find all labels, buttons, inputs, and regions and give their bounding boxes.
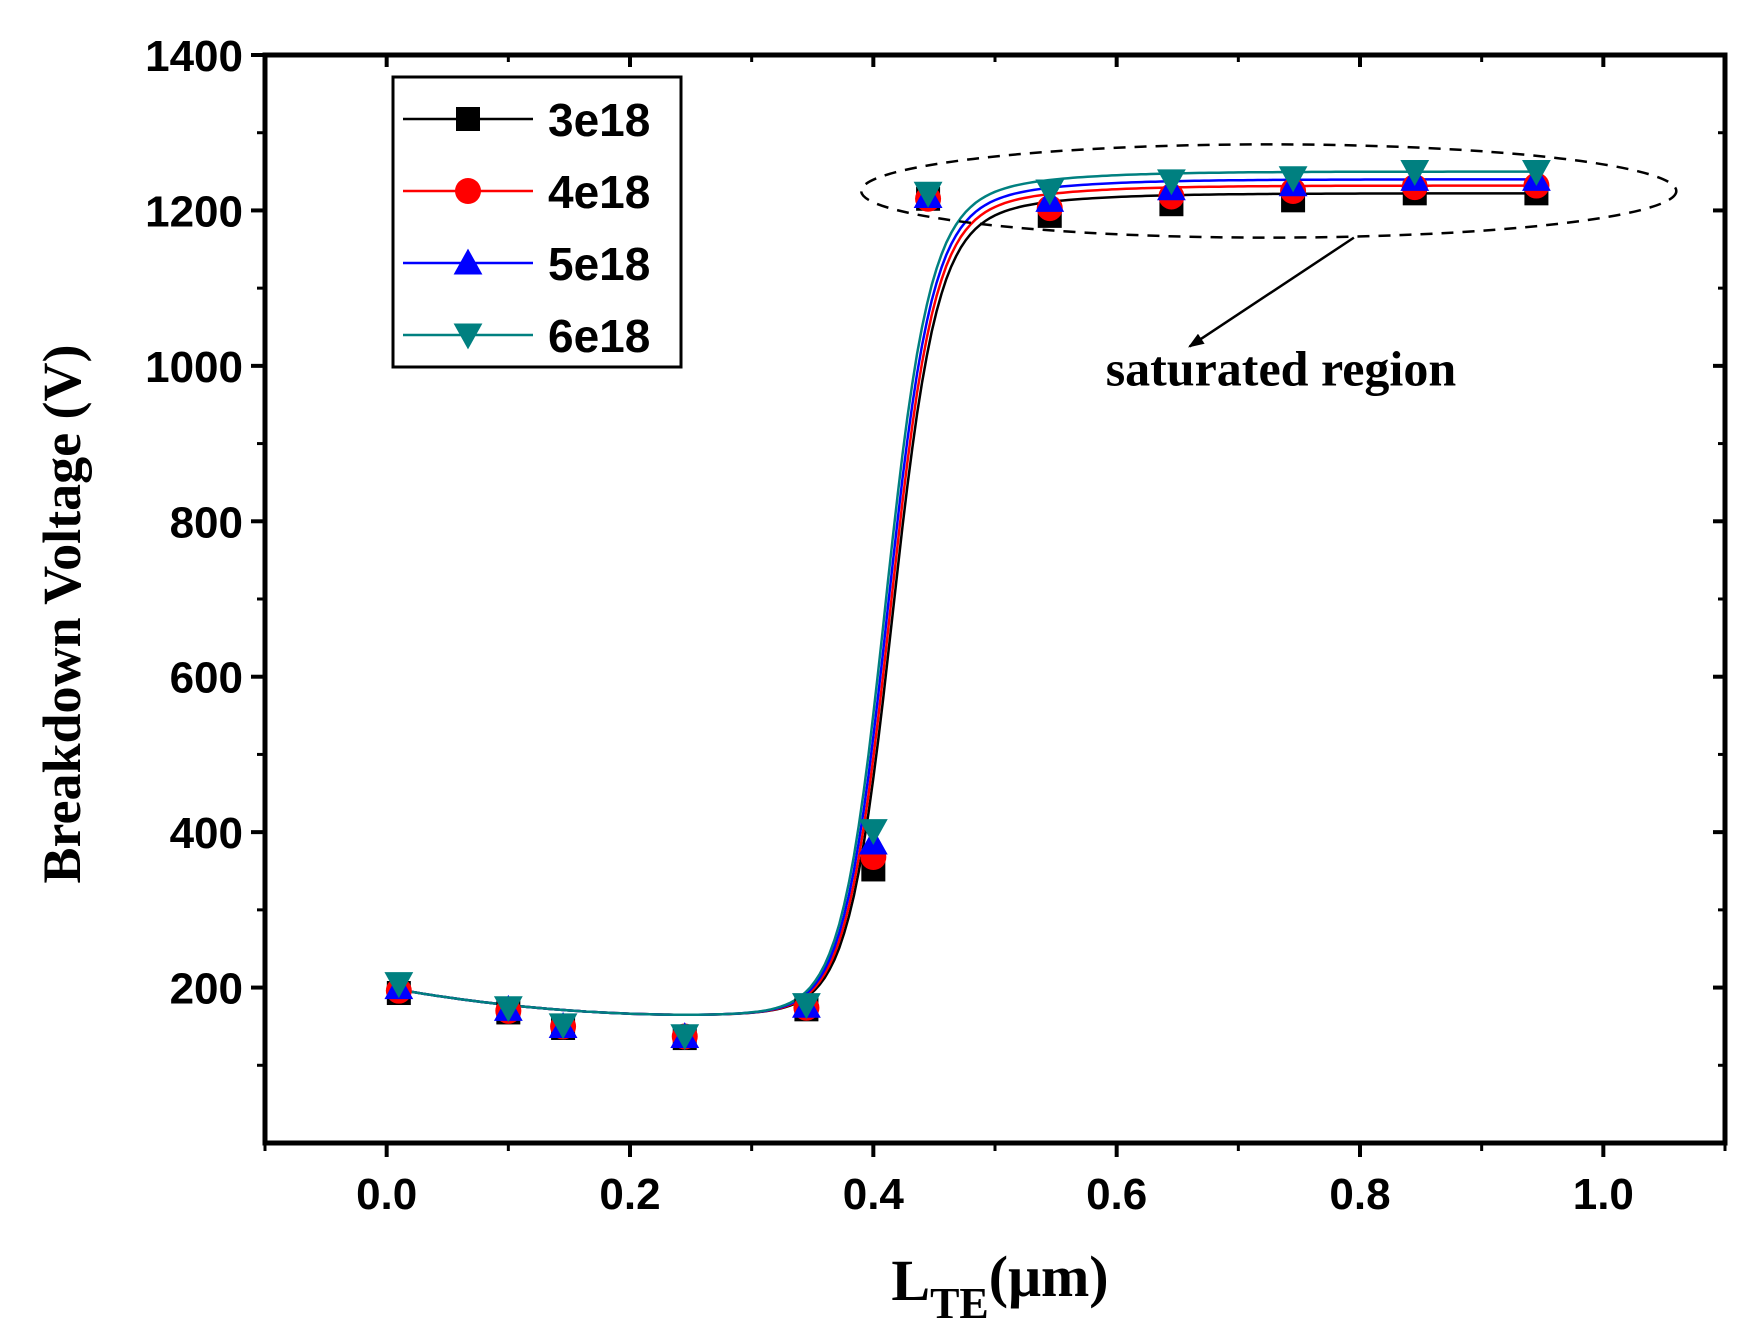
y-tick-label: 200 bbox=[170, 965, 243, 1014]
x-tick-label: 0.6 bbox=[1086, 1170, 1147, 1219]
annotation-arrow bbox=[1187, 236, 1355, 348]
data-point-6e18 bbox=[493, 996, 523, 1023]
legend-label-6e18: 6e18 bbox=[548, 310, 650, 362]
y-tick-label: 400 bbox=[170, 809, 243, 858]
data-point-6e18 bbox=[1522, 160, 1551, 186]
data-point-6e18 bbox=[1278, 166, 1308, 193]
y-tick-label: 800 bbox=[170, 498, 243, 547]
x-tick-label: 0.4 bbox=[843, 1170, 905, 1219]
data-point-6e18 bbox=[1035, 179, 1065, 206]
legend-marker-4e18 bbox=[455, 178, 481, 204]
annotation-text: saturated region bbox=[1106, 340, 1457, 396]
legend-marker-5e18 bbox=[453, 248, 483, 275]
marker-layer bbox=[384, 160, 1551, 1051]
data-point-6e18 bbox=[384, 972, 414, 999]
data-point-6e18 bbox=[858, 819, 888, 845]
legend-label-4e18: 4e18 bbox=[548, 166, 650, 218]
data-point-6e18 bbox=[548, 1013, 578, 1040]
series-layer bbox=[386, 170, 1536, 1016]
data-point-6e18 bbox=[1400, 160, 1430, 186]
legend-marker-6e18 bbox=[453, 323, 483, 350]
legend-label-3e18: 3e18 bbox=[548, 94, 650, 146]
x-tick-label: 0.0 bbox=[356, 1170, 417, 1219]
data-point-6e18 bbox=[670, 1024, 700, 1051]
axes-layer: 200 400 600 800 1000 1200 1400 0.0 0.2 0.4 0.6 0.8 1… bbox=[32, 32, 1728, 1328]
x-tick-label: 0.8 bbox=[1329, 1170, 1390, 1219]
x-axis-title: LTE(μm) bbox=[891, 1244, 1108, 1328]
series-line-6e18 bbox=[386, 170, 1536, 1016]
y-tick-label: 1000 bbox=[145, 343, 243, 392]
legend: 3e18 4e18 5e18 6e18 bbox=[391, 75, 683, 369]
data-point-6e18 bbox=[913, 181, 943, 208]
legend-marker-3e18 bbox=[456, 107, 480, 131]
data-point-6e18 bbox=[1157, 169, 1186, 196]
data-point-6e18 bbox=[792, 993, 821, 1020]
y-tick-label: 1200 bbox=[145, 187, 243, 236]
x-tick-label: 0.2 bbox=[599, 1170, 660, 1219]
y-tick-label: 1400 bbox=[145, 32, 243, 81]
saturated-region-ellipse bbox=[859, 143, 1678, 239]
legend-label-5e18: 5e18 bbox=[548, 238, 650, 290]
y-tick-label: 600 bbox=[170, 654, 243, 703]
x-tick-label: 1.0 bbox=[1573, 1170, 1634, 1219]
annotation-layer: saturated region bbox=[859, 143, 1678, 396]
y-axis-title: Breakdown Voltage (V) bbox=[32, 344, 92, 883]
legend-box bbox=[391, 75, 683, 369]
